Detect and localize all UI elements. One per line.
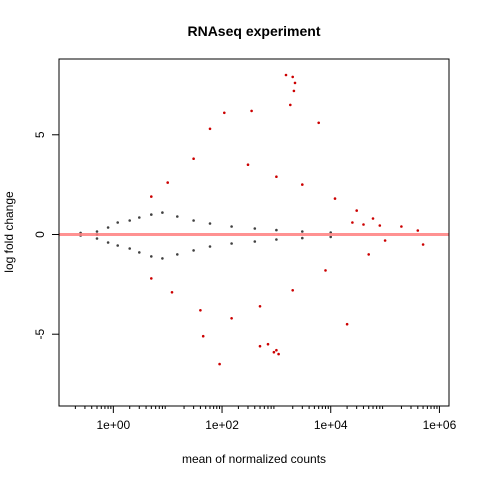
data-point <box>199 309 202 312</box>
y-tick-label: -5 <box>33 329 47 340</box>
data-point <box>176 215 179 218</box>
data-point <box>371 217 375 220</box>
y-axis-label: log fold change <box>2 191 16 273</box>
data-point <box>301 183 304 186</box>
data-point <box>329 235 333 239</box>
data-point <box>378 224 382 227</box>
data-point <box>95 230 99 233</box>
data-point <box>176 253 179 256</box>
data-point <box>367 253 371 256</box>
data-point <box>293 81 297 85</box>
x-axis-label: mean of normalized counts <box>182 452 326 466</box>
data-point <box>192 219 195 222</box>
data-point <box>400 225 403 228</box>
data-point <box>161 257 164 260</box>
data-point <box>246 163 250 166</box>
data-point <box>258 344 262 348</box>
data-point <box>208 222 212 225</box>
data-point <box>128 219 131 222</box>
data-point <box>292 89 296 93</box>
data-point <box>275 228 278 232</box>
data-point <box>351 221 354 224</box>
data-point <box>150 277 153 280</box>
data-point <box>277 352 280 356</box>
data-point <box>253 227 257 230</box>
data-point <box>138 216 141 219</box>
data-point <box>106 241 110 244</box>
data-point <box>230 225 233 228</box>
data-point <box>291 75 295 79</box>
data-point <box>301 230 304 233</box>
y-axis: -5 0 5 <box>33 131 60 340</box>
data-point <box>218 362 221 366</box>
data-point <box>170 291 174 294</box>
x-tick-label: 1e+02 <box>205 418 239 432</box>
x-axis: 1e+00 1e+02 1e+04 1e+06 <box>74 405 457 432</box>
data-point <box>116 244 119 247</box>
data-point <box>355 209 359 212</box>
data-point <box>362 223 365 226</box>
data-point <box>291 289 295 292</box>
data-point <box>138 251 141 254</box>
data-point <box>208 245 212 248</box>
data-point <box>166 181 169 184</box>
data-point <box>128 247 131 250</box>
y-tick-label: 5 <box>33 131 47 138</box>
data-point <box>266 342 270 346</box>
plot-points <box>79 73 425 366</box>
data-point <box>383 239 387 242</box>
data-point <box>192 157 195 160</box>
data-point <box>230 242 233 245</box>
data-point <box>301 236 304 240</box>
data-point <box>223 111 226 115</box>
data-point <box>258 305 262 308</box>
data-point <box>275 175 278 178</box>
data-point <box>324 269 327 272</box>
data-point <box>150 255 153 258</box>
x-tick-label: 1e+04 <box>314 418 348 432</box>
data-point <box>192 249 195 252</box>
data-point <box>250 109 253 113</box>
data-point <box>116 221 119 224</box>
data-point <box>289 103 292 107</box>
data-point <box>275 238 278 241</box>
y-tick-label: 0 <box>33 231 47 238</box>
data-point <box>150 213 153 216</box>
data-point <box>421 243 425 246</box>
data-point <box>416 229 420 232</box>
x-tick-label: 1e+06 <box>423 418 457 432</box>
data-point <box>208 127 212 131</box>
data-point <box>150 195 153 198</box>
data-point <box>201 334 205 338</box>
data-point <box>275 348 278 352</box>
data-point <box>284 73 288 77</box>
x-tick-label: 1e+00 <box>96 418 130 432</box>
data-point <box>230 317 233 320</box>
data-point <box>95 237 99 240</box>
chart-title: RNAseq experiment <box>187 23 320 39</box>
data-point <box>317 121 321 125</box>
data-point <box>106 226 110 229</box>
data-point <box>345 322 349 326</box>
data-point <box>333 197 337 200</box>
data-point <box>272 350 276 354</box>
data-point <box>161 211 164 214</box>
data-point <box>253 240 257 243</box>
plot-frame <box>58 58 450 407</box>
